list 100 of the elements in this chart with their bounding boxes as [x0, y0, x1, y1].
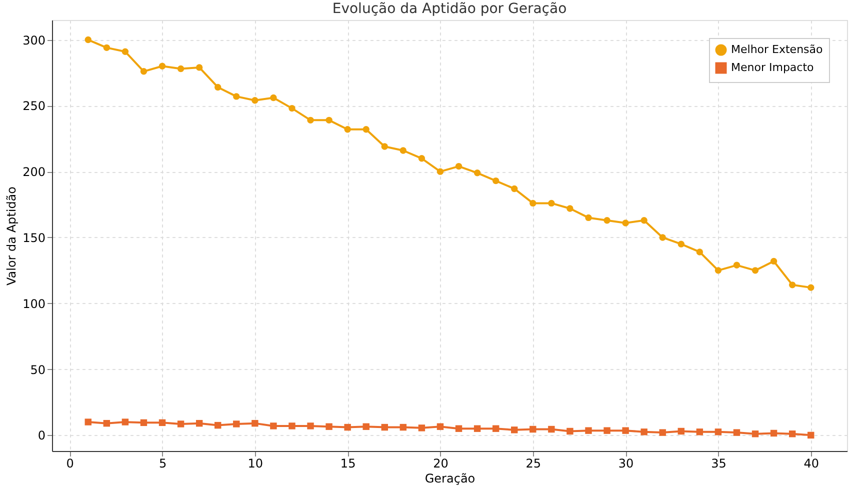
point	[158, 419, 166, 426]
point	[326, 116, 332, 124]
point	[548, 200, 555, 207]
point	[474, 425, 481, 432]
point	[788, 282, 796, 288]
point	[140, 68, 148, 75]
point	[640, 216, 648, 224]
point	[585, 427, 592, 434]
point	[400, 424, 407, 431]
x-tick-label: 10	[248, 456, 264, 470]
point	[714, 267, 722, 274]
point	[808, 284, 814, 291]
point	[640, 428, 648, 436]
point	[214, 422, 222, 429]
x-tick-label: 40	[804, 456, 820, 470]
point	[270, 422, 277, 430]
point	[103, 420, 110, 427]
point	[307, 116, 314, 124]
x-tick-label: 5	[158, 456, 167, 470]
y-axis-title: Valor da Aptidão	[4, 186, 19, 286]
point	[474, 170, 481, 176]
point	[418, 155, 426, 162]
x-tick-label: 0	[66, 456, 74, 470]
point	[455, 162, 462, 170]
point	[344, 424, 351, 431]
point	[103, 44, 110, 52]
point	[788, 430, 796, 438]
point	[436, 423, 444, 430]
point	[530, 426, 536, 433]
point	[122, 48, 129, 55]
x-tick-label: 30	[618, 456, 634, 470]
point	[196, 64, 203, 71]
point	[678, 240, 684, 248]
point	[177, 65, 184, 72]
point	[252, 420, 258, 427]
y-tick-label: 0	[38, 428, 46, 443]
y-tick-label: 150	[22, 230, 46, 245]
point	[270, 94, 277, 102]
point	[548, 426, 555, 433]
point	[622, 427, 629, 434]
point	[770, 430, 778, 437]
point	[585, 214, 592, 222]
point	[122, 418, 129, 426]
point	[177, 420, 184, 428]
point	[492, 425, 500, 432]
point	[400, 147, 407, 154]
y-tick-label: 50	[30, 362, 46, 377]
point	[714, 428, 722, 436]
y-tick-label: 300	[22, 33, 46, 48]
y-tick-label: 200	[22, 165, 46, 180]
legend-label: Menor Impacto	[731, 61, 814, 74]
point	[344, 126, 351, 133]
point	[659, 234, 666, 241]
point	[530, 200, 536, 207]
point	[566, 428, 574, 435]
point	[511, 426, 518, 434]
point	[140, 419, 148, 426]
point	[252, 97, 258, 104]
point	[659, 429, 666, 436]
point	[733, 262, 740, 269]
x-tick-label: 25	[526, 456, 542, 470]
point	[362, 126, 370, 133]
point	[326, 423, 332, 430]
point	[696, 428, 704, 436]
point	[381, 424, 388, 431]
point	[752, 267, 759, 274]
x-tick-label: 15	[340, 456, 356, 470]
point	[158, 62, 166, 70]
point	[233, 93, 240, 100]
point	[733, 429, 740, 436]
x-axis-title: Geração	[424, 472, 476, 486]
point	[214, 84, 222, 91]
point	[622, 220, 629, 226]
point	[233, 420, 240, 428]
point	[808, 432, 814, 439]
point	[604, 216, 610, 224]
point	[418, 424, 426, 432]
point	[566, 205, 574, 212]
point	[455, 425, 462, 432]
point	[511, 185, 518, 192]
point	[436, 168, 444, 175]
y-tick-label: 100	[22, 296, 46, 311]
point	[84, 36, 92, 44]
point	[84, 418, 92, 426]
point	[678, 428, 684, 435]
point	[362, 423, 370, 430]
point	[288, 422, 296, 430]
point	[770, 258, 778, 265]
legend-label: Melhor Extensão	[731, 43, 824, 56]
x-tick-label: 35	[711, 456, 726, 470]
point	[752, 430, 759, 438]
point	[288, 104, 296, 112]
chart-title: Evolução da Aptidão por Geração	[332, 1, 567, 17]
point	[604, 427, 610, 434]
point	[492, 177, 500, 184]
point	[196, 420, 203, 427]
point	[307, 422, 314, 430]
y-tick-label: 250	[22, 99, 46, 114]
x-tick-label: 20	[433, 456, 448, 470]
point	[381, 143, 388, 150]
